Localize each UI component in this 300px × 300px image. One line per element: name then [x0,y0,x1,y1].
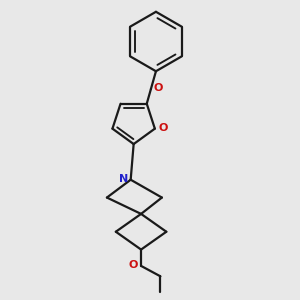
Text: O: O [158,123,168,133]
Text: O: O [129,260,138,270]
Text: O: O [154,82,163,93]
Text: N: N [118,174,128,184]
